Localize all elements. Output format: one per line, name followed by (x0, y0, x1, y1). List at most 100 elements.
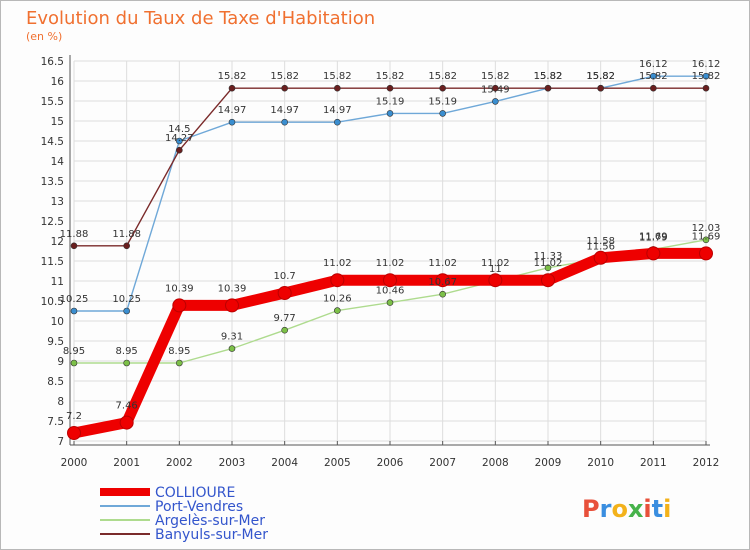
data-point-banyuls-sur-mer (544, 84, 552, 92)
data-label-port-vendres: 15.19 (376, 96, 405, 107)
data-point-banyuls-sur-mer (597, 84, 604, 92)
data-label-argel-s-sur-mer: 8.95 (168, 346, 190, 357)
x-tick-label: 2010 (587, 457, 614, 469)
data-point-argel-s-sur-mer (334, 307, 341, 314)
data-label-argel-s-sur-mer: 10.67 (428, 277, 457, 288)
data-point-banyuls-sur-mer (123, 242, 130, 250)
series-lines (67, 72, 713, 440)
data-label-port-vendres: 14.97 (323, 105, 352, 116)
data-point-banyuls-sur-mer (176, 146, 183, 154)
y-tick-label: 8 (57, 396, 64, 408)
x-tick-label: 2007 (429, 457, 456, 469)
data-point-banyuls-sur-mer (281, 84, 288, 92)
data-label-port-vendres: 15.49 (481, 84, 510, 95)
y-tick-label: 15 (51, 116, 64, 128)
data-point-port-vendres (70, 307, 78, 315)
data-point-port-vendres (702, 72, 710, 80)
data-point-collioure (646, 246, 661, 261)
y-tick-label: 12.5 (41, 216, 64, 228)
data-point-argel-s-sur-mer (439, 290, 446, 298)
logo-letter: r (600, 495, 612, 523)
x-tick-label: 2006 (377, 457, 404, 469)
x-tick-label: 2011 (640, 457, 667, 469)
data-point-collioure (225, 298, 239, 313)
data-point-collioure (699, 246, 713, 261)
y-tick-label: 15.5 (41, 96, 64, 108)
data-point-collioure (383, 273, 397, 288)
y-tick-label: 13 (51, 196, 64, 208)
proxiti-logo: Proxiti (582, 495, 671, 523)
data-point-collioure (330, 273, 345, 288)
data-point-port-vendres (386, 110, 394, 117)
y-tick-label: 16.5 (41, 56, 64, 68)
y-tick-label: 7.5 (47, 416, 64, 428)
data-point-port-vendres (281, 118, 288, 126)
data-point-banyuls-sur-mer (650, 84, 657, 92)
data-label-collioure: 11.02 (428, 258, 457, 269)
data-label-argel-s-sur-mer: 8.95 (63, 346, 85, 357)
data-label-argel-s-sur-mer: 11.56 (586, 242, 615, 253)
x-tick-label: 2004 (271, 457, 298, 469)
data-label-argel-s-sur-mer: 10.26 (323, 294, 352, 305)
data-point-argel-s-sur-mer (386, 299, 394, 306)
x-tick-label: 2012 (693, 457, 720, 469)
data-label-collioure: 11.69 (692, 231, 721, 242)
data-point-collioure (172, 298, 187, 313)
data-label-port-vendres: 15.82 (534, 71, 563, 82)
x-tick-label: 2008 (482, 457, 509, 469)
data-point-port-vendres (439, 110, 446, 117)
data-point-port-vendres (176, 137, 183, 145)
data-label-collioure: 10.39 (218, 283, 247, 294)
chart-title: Evolution du Taux de Taxe d'Habitation (26, 8, 375, 29)
data-label-banyuls-sur-mer: 15.82 (586, 71, 615, 82)
data-label-banyuls-sur-mer: 15.82 (639, 71, 668, 82)
x-tick-label: 2001 (113, 457, 140, 469)
data-label-banyuls-sur-mer: 11.88 (60, 229, 89, 240)
y-tick-label: 7 (57, 436, 64, 448)
x-tick-label: 2005 (324, 457, 351, 469)
data-point-argel-s-sur-mer (702, 236, 710, 244)
logo-letter: o (611, 495, 628, 523)
logo-letter: i (643, 495, 651, 523)
data-point-argel-s-sur-mer (228, 345, 236, 352)
x-tick-label: 2003 (219, 457, 246, 469)
data-label-argel-s-sur-mer: 11.33 (534, 251, 563, 262)
data-point-collioure (435, 273, 450, 288)
y-tick-label: 16 (51, 76, 65, 88)
data-label-argel-s-sur-mer: 8.95 (116, 346, 138, 357)
x-tick-label: 2009 (535, 457, 562, 469)
data-point-collioure (593, 250, 608, 265)
data-label-collioure: 11.02 (323, 258, 352, 269)
y-tick-label: 11 (51, 276, 64, 288)
data-point-port-vendres (123, 307, 130, 315)
data-point-collioure (488, 273, 503, 288)
y-tick-label: 10.5 (41, 296, 64, 308)
data-point-port-vendres (334, 118, 341, 126)
data-label-banyuls-sur-mer: 15.82 (534, 71, 563, 82)
data-point-argel-s-sur-mer (70, 359, 78, 367)
data-label-port-vendres: 14.5 (168, 124, 190, 135)
data-label-banyuls-sur-mer: 15.82 (692, 71, 721, 82)
data-label-argel-s-sur-mer: 9.77 (274, 313, 296, 324)
data-label-banyuls-sur-mer: 15.82 (481, 71, 510, 82)
data-label-banyuls-sur-mer: 15.82 (218, 71, 247, 82)
legend-label: Banyuls-sur-Mer (155, 527, 268, 543)
data-point-banyuls-sur-mer (492, 84, 499, 92)
data-point-argel-s-sur-mer (281, 326, 288, 334)
y-tick-label: 8.5 (47, 376, 64, 388)
data-label-banyuls-sur-mer: 15.82 (270, 71, 299, 82)
legend-label: Argelès-sur-Mer (155, 513, 265, 529)
data-label-collioure: 11.02 (534, 258, 563, 269)
data-point-banyuls-sur-mer (70, 242, 78, 250)
data-point-port-vendres (492, 98, 499, 105)
data-point-argel-s-sur-mer (544, 264, 552, 272)
y-tick-label: 10 (51, 316, 64, 328)
data-point-collioure (277, 286, 292, 300)
data-label-collioure: 11.02 (481, 258, 510, 269)
data-label-banyuls-sur-mer: 15.82 (323, 71, 352, 82)
data-point-banyuls-sur-mer (702, 84, 710, 92)
data-label-argel-s-sur-mer: 11.79 (639, 232, 668, 243)
y-tick-label: 9.5 (47, 336, 64, 348)
data-point-port-vendres (228, 118, 236, 126)
